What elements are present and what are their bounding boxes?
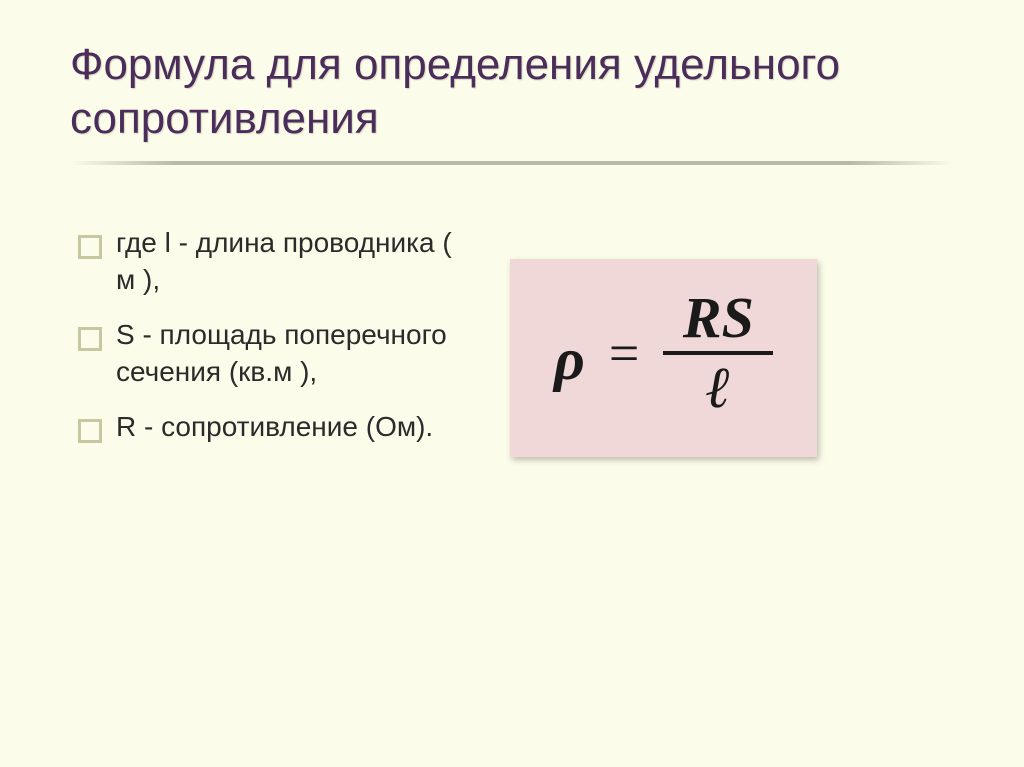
formula-box: ρ = RS ℓ: [510, 259, 817, 457]
list-item: S - площадь поперечного сечения (кв.м ),: [78, 317, 460, 391]
formula: ρ = RS ℓ: [554, 289, 773, 417]
title-underline: [70, 161, 954, 165]
formula-fraction: RS ℓ: [663, 289, 773, 417]
formula-equals: =: [609, 322, 639, 384]
slide: Формула для определения удельного сопрот…: [0, 0, 1024, 767]
formula-denominator: ℓ: [706, 355, 731, 417]
formula-numerator: RS: [677, 289, 760, 351]
list-item: R - сопротивление (Ом).: [78, 409, 460, 446]
slide-title: Формула для определения удельного сопрот…: [70, 38, 954, 145]
formula-lhs: ρ: [554, 325, 585, 394]
slide-body: где l - длина проводника ( м ), S - площ…: [70, 225, 954, 464]
bullet-list: где l - длина проводника ( м ), S - площ…: [70, 225, 460, 464]
list-item: где l - длина проводника ( м ),: [78, 225, 460, 299]
